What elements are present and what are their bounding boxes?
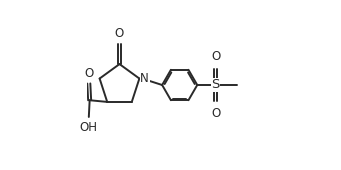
Text: OH: OH — [80, 121, 98, 134]
Text: S: S — [211, 79, 220, 91]
Text: N: N — [140, 72, 149, 85]
Text: O: O — [211, 107, 220, 120]
Text: O: O — [115, 27, 124, 40]
Text: O: O — [84, 66, 93, 80]
Text: O: O — [211, 50, 220, 63]
